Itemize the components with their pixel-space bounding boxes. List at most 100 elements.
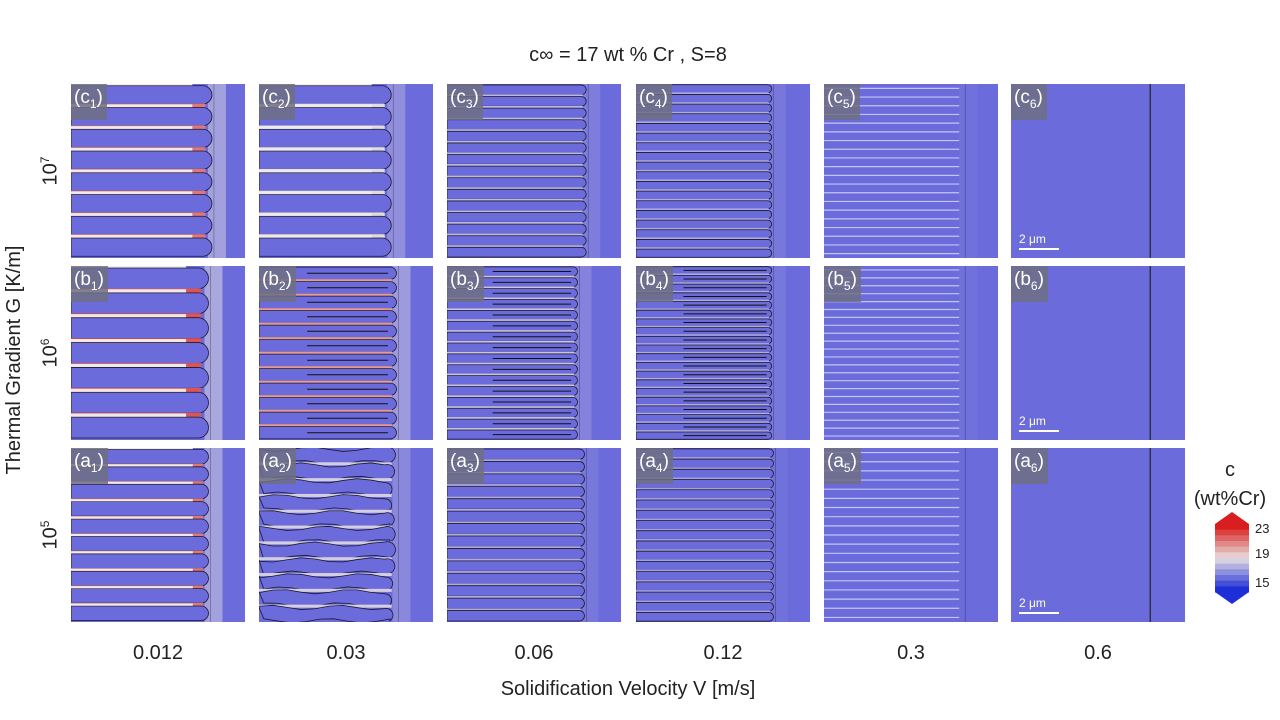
column-label-v2: 0.03 bbox=[326, 642, 366, 664]
intercellular-channel bbox=[447, 286, 575, 289]
cell bbox=[447, 142, 587, 154]
intercellular-channel bbox=[447, 427, 575, 431]
intercellular-channel bbox=[447, 233, 583, 236]
cell bbox=[636, 550, 774, 561]
panel-label-paren: ) bbox=[849, 87, 856, 108]
panel-label-paren: ) bbox=[472, 87, 479, 108]
intercellular-channel bbox=[447, 406, 575, 409]
cell bbox=[447, 154, 587, 165]
intercellular-channel bbox=[447, 384, 575, 387]
panel-label-letter: c bbox=[1020, 87, 1030, 108]
cell bbox=[71, 588, 209, 604]
intercellular-channel bbox=[447, 558, 581, 562]
intercellular-channel bbox=[447, 198, 583, 202]
intercellular-channel bbox=[636, 412, 770, 416]
intercellular-channel bbox=[259, 351, 393, 355]
cell bbox=[259, 150, 392, 170]
intercellular-channel bbox=[636, 369, 770, 372]
cell bbox=[259, 215, 392, 235]
colorbar-max-arrow bbox=[1215, 512, 1249, 524]
panel-label-paren: ) bbox=[1037, 269, 1044, 290]
panel-label-letter: c bbox=[645, 87, 655, 108]
cell bbox=[636, 540, 774, 550]
cell bbox=[447, 597, 585, 609]
scale-bar-label: 2 μm bbox=[1019, 596, 1046, 610]
panel-label-a3: (a3) bbox=[447, 448, 484, 484]
intercellular-channel bbox=[447, 210, 583, 213]
panel-label-paren: ) bbox=[96, 87, 103, 108]
solute-boundary-layer bbox=[207, 84, 226, 258]
panel-label-paren: ( bbox=[639, 87, 646, 108]
panel-label-paren: ) bbox=[97, 451, 104, 472]
cell bbox=[447, 510, 585, 522]
intercellular-channel bbox=[259, 337, 393, 340]
intercellular-channel bbox=[636, 610, 771, 613]
microstructure-b3 bbox=[447, 266, 621, 440]
cell bbox=[447, 223, 587, 235]
intercellular-channel bbox=[636, 377, 770, 381]
colorbar-tick-max: 23 bbox=[1255, 521, 1270, 536]
panel-label-paren: ( bbox=[639, 451, 646, 472]
intercellular-channel bbox=[636, 360, 770, 363]
cell bbox=[71, 501, 209, 517]
column-label-v4: 0.12 bbox=[703, 642, 743, 664]
panel-label-letter: c bbox=[456, 87, 466, 108]
panel-label-index: 4 bbox=[655, 278, 663, 293]
panel-c2: (c2) bbox=[259, 84, 433, 258]
colorbar-band bbox=[1215, 575, 1249, 582]
intercellular-channel bbox=[636, 549, 771, 552]
intercellular-channel bbox=[636, 308, 770, 311]
colorbar-title-symbol: c bbox=[1225, 459, 1235, 481]
intercellular-channel bbox=[636, 317, 770, 320]
panel-label-paren: ( bbox=[262, 87, 269, 108]
panel-label-paren: ) bbox=[850, 451, 857, 472]
panel-label-c2: (c2) bbox=[259, 84, 295, 120]
intercellular-channel bbox=[636, 334, 770, 337]
intercellular-channel bbox=[447, 546, 581, 549]
cell bbox=[447, 610, 585, 622]
intercellular-channel bbox=[447, 297, 575, 300]
panel-b4: (b4) bbox=[636, 266, 810, 440]
panel-b3: (b3) bbox=[447, 266, 621, 440]
panel-label-index: 5 bbox=[843, 278, 851, 293]
y-axis-label: Thermal Gradient G [K/m] bbox=[3, 245, 25, 475]
cell bbox=[71, 605, 209, 622]
panel-a6: (a6) 2 μm bbox=[1011, 448, 1185, 622]
cell bbox=[447, 485, 585, 498]
cell bbox=[636, 123, 773, 132]
panel-label-index: 6 bbox=[1030, 460, 1038, 475]
cell bbox=[447, 177, 587, 188]
solute-boundary-layer bbox=[769, 448, 788, 622]
panel-label-paren: ) bbox=[285, 451, 292, 472]
panel-label-index: 1 bbox=[89, 96, 97, 111]
panel-label-paren: ( bbox=[74, 269, 81, 290]
intercellular-channel bbox=[636, 404, 770, 407]
panel-label-letter: b bbox=[645, 269, 656, 290]
intercellular-channel bbox=[259, 478, 392, 482]
intercellular-channel bbox=[447, 106, 583, 109]
intercellular-channel bbox=[447, 187, 583, 190]
x-axis-label: Solidification Velocity V [m/s] bbox=[500, 678, 756, 700]
panel-label-paren: ) bbox=[1036, 87, 1043, 108]
intercellular-channel bbox=[447, 508, 581, 512]
cell bbox=[447, 498, 585, 510]
intercellular-channel bbox=[636, 538, 771, 542]
colorbar-band bbox=[1215, 563, 1249, 570]
microstructure-a2 bbox=[259, 448, 433, 622]
intercellular-channel bbox=[447, 275, 575, 279]
colorbar-band bbox=[1215, 524, 1249, 531]
solute-boundary-layer bbox=[767, 84, 786, 258]
panel-label-paren: ( bbox=[450, 87, 457, 108]
intercellular-channel bbox=[636, 477, 771, 480]
intercellular-channel bbox=[259, 573, 392, 577]
intercellular-channel bbox=[636, 227, 769, 231]
intercellular-channel bbox=[636, 111, 769, 115]
cell bbox=[447, 548, 585, 560]
scale-bar-line bbox=[1019, 612, 1059, 614]
intercellular-channel bbox=[636, 208, 769, 211]
cell bbox=[71, 194, 213, 214]
intercellular-channel bbox=[636, 290, 770, 294]
intercellular-channel bbox=[636, 600, 771, 603]
panel-label-letter: b bbox=[1020, 269, 1031, 290]
solute-boundary-layer bbox=[387, 84, 406, 258]
